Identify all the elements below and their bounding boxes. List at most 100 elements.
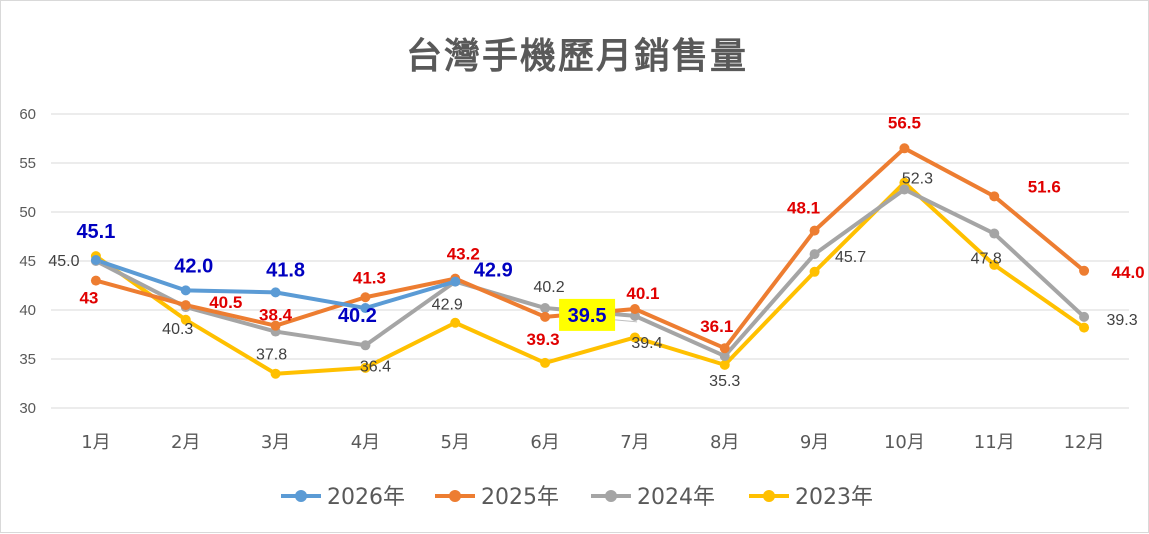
data-point <box>899 143 910 154</box>
chart-title: 台灣手機歷月銷售量 <box>406 35 748 77</box>
data-point <box>1079 265 1090 276</box>
data-label: 40.1 <box>626 284 659 303</box>
legend-marker <box>295 490 307 502</box>
data-point <box>540 311 551 322</box>
y-tick-label: 60 <box>19 106 36 123</box>
data-point <box>270 368 281 379</box>
y-tick-label: 40 <box>19 302 36 319</box>
data-point <box>540 303 551 314</box>
x-category-label: 9月 <box>800 432 829 453</box>
x-category-label: 5月 <box>441 432 470 453</box>
legend-item: 2026年 <box>281 485 405 510</box>
data-label: 56.5 <box>888 113 921 132</box>
legend-label: 2023年 <box>795 485 873 510</box>
legend-item: 2023年 <box>749 485 873 510</box>
data-label: 39.4 <box>631 335 662 352</box>
data-label: 42.9 <box>432 297 463 314</box>
series-line-2024年 <box>93 187 1087 359</box>
data-label: 40.2 <box>534 279 565 296</box>
data-point <box>989 228 1000 239</box>
legend-label: 2026年 <box>327 485 405 510</box>
data-label: 47.8 <box>971 251 1002 268</box>
data-point <box>989 191 1000 202</box>
callout-box <box>559 298 616 331</box>
data-point <box>360 292 371 303</box>
data-point <box>90 255 101 266</box>
data-label: 44.0 <box>1112 263 1145 282</box>
x-category-label: 8月 <box>710 432 739 453</box>
data-label: 52.3 <box>902 170 933 187</box>
data-point <box>719 343 730 354</box>
data-label: 45.7 <box>835 249 866 266</box>
legend-marker <box>605 490 617 502</box>
data-label: 42.0 <box>174 255 213 277</box>
x-category-label: 7月 <box>620 432 649 453</box>
data-point <box>180 314 191 325</box>
y-tick-label: 50 <box>19 204 36 221</box>
data-label: 51.6 <box>1028 177 1061 196</box>
data-label: 42.9 <box>474 260 513 282</box>
data-point <box>899 177 910 188</box>
data-point <box>1079 311 1090 322</box>
callout-label: 39.5 <box>568 305 607 327</box>
data-point <box>540 357 551 368</box>
x-category-label: 3月 <box>261 432 290 453</box>
y-tick-label: 45 <box>19 253 36 270</box>
legend-item: 2024年 <box>591 485 715 510</box>
data-point <box>90 275 101 286</box>
x-category-label: 6月 <box>530 432 559 453</box>
data-label: 43 <box>79 289 98 308</box>
data-label: 41.8 <box>266 259 305 281</box>
data-point <box>719 359 730 370</box>
data-point <box>809 225 820 236</box>
data-point <box>1079 322 1090 333</box>
data-label: 37.8 <box>256 347 287 364</box>
data-label: 48.1 <box>787 199 820 218</box>
data-point <box>719 351 730 362</box>
x-category-label: 10月 <box>884 432 925 453</box>
data-label: 35.3 <box>709 373 740 390</box>
data-label: 39.3 <box>1107 312 1138 329</box>
legend-marker <box>763 490 775 502</box>
data-point <box>180 300 191 311</box>
data-label: 45.0 <box>48 253 79 270</box>
data-point <box>629 304 640 315</box>
data-point <box>360 303 371 314</box>
data-point <box>629 332 640 343</box>
x-category-label: 4月 <box>351 432 380 453</box>
x-category-label: 1月 <box>81 432 110 453</box>
legend-item: 2025年 <box>435 485 559 510</box>
data-label: 39.3 <box>527 330 560 349</box>
series-line-2023年 <box>93 180 1087 376</box>
legend-label: 2025年 <box>481 485 559 510</box>
y-tick-label: 30 <box>19 400 36 417</box>
data-label: 36.1 <box>700 317 733 336</box>
data-label: 40.3 <box>162 321 193 338</box>
data-point <box>989 259 1000 270</box>
x-category-label: 12月 <box>1064 432 1105 453</box>
x-category-label: 2月 <box>171 432 200 453</box>
y-tick-label: 35 <box>19 351 36 368</box>
data-point <box>809 266 820 277</box>
callout-leader <box>615 319 638 323</box>
data-point <box>899 184 910 195</box>
data-point <box>360 340 371 351</box>
data-label: 40.2 <box>338 305 377 327</box>
data-point <box>180 285 191 296</box>
data-label: 43.2 <box>447 245 480 264</box>
data-label: 40.5 <box>209 293 242 312</box>
data-label: 36.4 <box>360 358 391 375</box>
data-point <box>270 287 281 298</box>
x-category-label: 11月 <box>974 432 1015 453</box>
legend-marker <box>449 490 461 502</box>
data-point <box>450 276 461 287</box>
data-point <box>629 310 640 321</box>
data-label: 45.1 <box>76 221 115 243</box>
data-label: 38.4 <box>259 306 293 325</box>
data-point <box>360 362 371 373</box>
data-label: 41.3 <box>353 268 386 287</box>
data-point <box>270 320 281 331</box>
y-tick-label: 55 <box>19 155 36 172</box>
